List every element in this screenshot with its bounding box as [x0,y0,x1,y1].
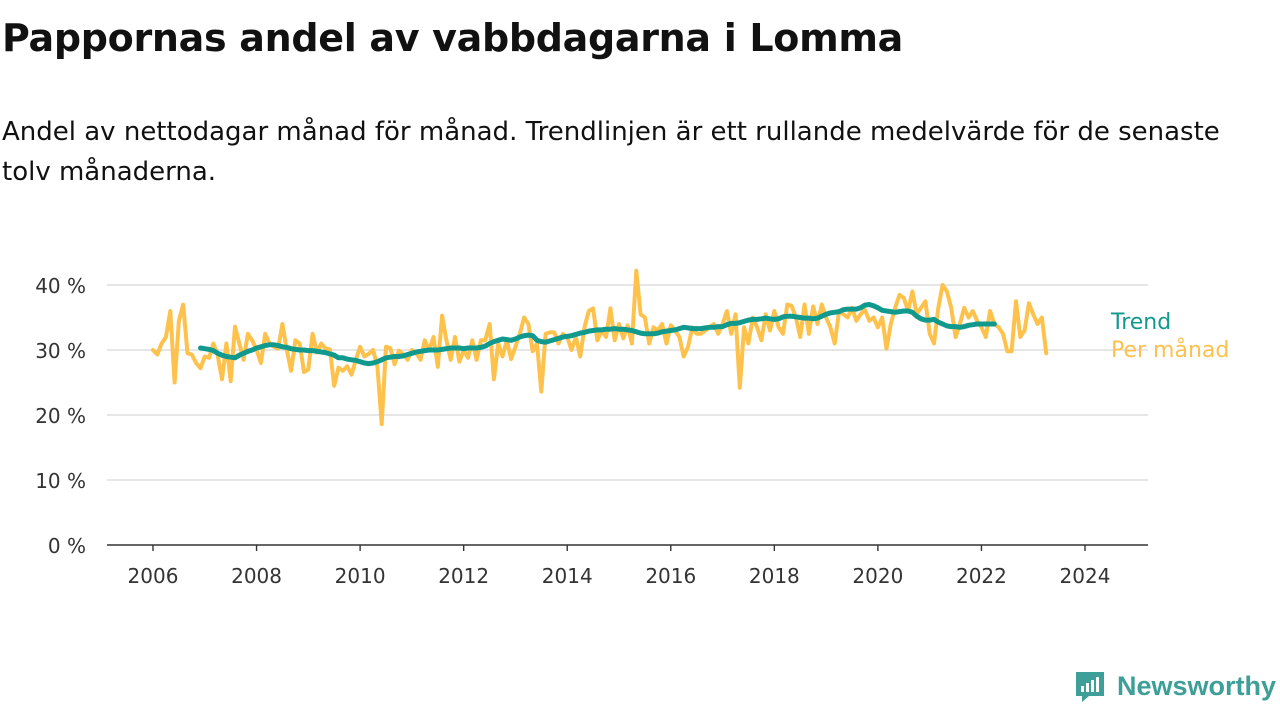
grid-lines [107,284,1148,481]
chart-title: Pappornas andel av vabbdagarna i Lomma [2,16,904,60]
x-tick-label: 2020 [852,564,903,588]
y-tick-label: 0 % [48,534,86,558]
monthly-series-label: Per månad [1111,337,1229,363]
chart-subtitle: Andel av nettodagar månad för månad. Tre… [2,117,1220,187]
x-tick-label: 2022 [956,564,1007,588]
trend-series-label: Trend [1110,310,1171,335]
y-tick-label: 10 % [35,469,86,493]
x-tick-label: 2014 [542,564,593,588]
y-tick-label: 20 % [35,404,86,428]
newsworthy-brand[interactable]: Newsworthy [1073,666,1276,706]
axes: 0 % 10 % 20 % 30 % 40 % 2006 2008 2010 2012 2014 2… [35,274,1148,588]
y-tick-label: 40 % [35,274,86,298]
trend-line [198,302,997,367]
brand-name: Newsworthy [1117,670,1277,701]
x-tick-label: 2006 [128,564,179,588]
y-tick-label: 30 % [35,339,86,363]
x-tick-label: 2008 [231,564,282,588]
x-tick-label: 2016 [645,564,696,588]
x-tick-label: 2018 [749,564,800,588]
x-tick-label: 2012 [438,564,489,588]
x-tick-label: 2024 [1060,564,1111,588]
series-lines [151,268,1049,427]
x-tick-label: 2010 [335,564,386,588]
newsworthy-logo-icon [1076,672,1104,702]
monthly-line [151,268,1049,427]
